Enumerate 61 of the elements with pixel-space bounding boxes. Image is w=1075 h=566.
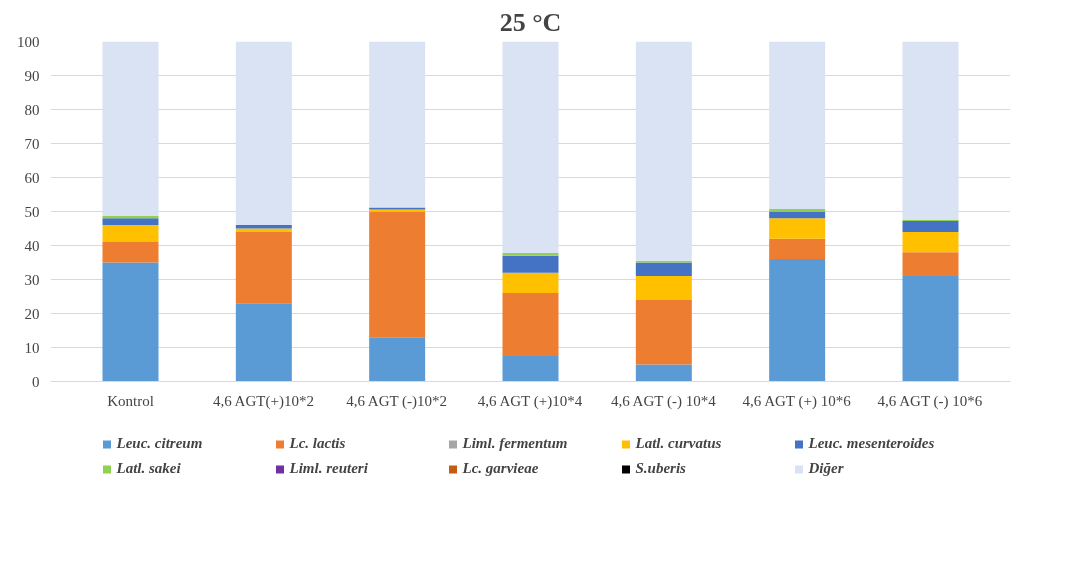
y-tick-label: 10 [24,339,40,356]
bar [502,293,559,356]
bar [102,41,159,216]
bar [902,231,959,253]
bar [102,262,159,382]
y-tick-label: 80 [24,101,40,118]
x-tick-label: 4,6 AGT (-) 10*6 [877,392,983,410]
y-tick-label: 100 [17,33,40,50]
x-tick-label: 4,6 AGT (+)10*4 [477,392,583,410]
bar [769,209,826,212]
legend-label: Latl. sakei [116,460,182,477]
bar [902,252,959,277]
bar [369,337,426,382]
y-tick-label: 90 [24,67,40,84]
bar [502,41,559,253]
x-tick-label: 4,6 AGT(+)10*2 [212,392,314,410]
bar [102,242,159,263]
legend-label: Liml. reuteri [289,460,369,477]
bar [502,272,559,294]
y-tick-label: 20 [24,305,40,322]
legend-label: Liml. fermentum [462,435,569,452]
bar [635,262,692,277]
bar [235,231,292,304]
bar [235,41,292,226]
x-tick-label: 4,6 AGT (+) 10*6 [742,392,852,410]
bar [102,225,159,243]
legend-label: Lc. garvieae [462,460,540,477]
y-tick-label: 0 [32,373,40,390]
bar [902,41,959,220]
legend-label: Leuc. citreum [116,435,204,452]
bar [502,252,559,256]
bar [235,303,292,382]
bar [769,41,826,210]
legend-label: Leuc. mesenteroides [808,435,936,452]
bar [635,299,692,365]
y-tick-label: 30 [24,271,40,288]
legend-label: Latl. curvatus [635,435,723,452]
bar [769,238,826,260]
bar [635,41,692,261]
bar [502,356,559,382]
x-tick-label: Kontrol [107,392,154,409]
bar [635,276,692,300]
y-tick-label: 50 [24,203,40,220]
bar [769,259,826,382]
bar [369,211,426,338]
bar [635,364,692,382]
legend-label: S.uberis [635,460,687,477]
bar [502,255,559,273]
y-tick-label: 40 [24,237,40,254]
x-tick-label: 4,6 AGT (-) 10*4 [610,392,717,410]
bar [102,218,159,226]
y-tick-label: 60 [24,169,40,186]
bar [769,218,826,239]
legend-label: Lc. lactis [289,435,347,452]
chart-title: 25 °C [499,7,562,37]
bar [902,221,959,232]
y-tick-label: 70 [24,135,40,152]
legend-label: Diğer [808,460,845,477]
bar [369,41,426,208]
bar [902,276,959,382]
x-tick-label: 4,6 AGT (-)10*2 [346,392,448,410]
